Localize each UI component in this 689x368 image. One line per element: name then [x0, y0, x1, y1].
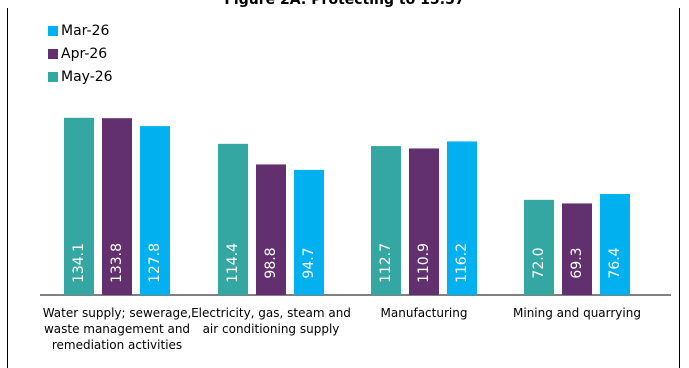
legend-label: Apr-26	[61, 46, 107, 62]
bar-May-26-1	[218, 143, 248, 295]
data-label: 133.8	[109, 243, 125, 283]
bar-May-26-2	[371, 146, 401, 295]
category-label: air conditioning supply	[203, 322, 340, 336]
legend-swatch	[48, 72, 58, 82]
bar-Mar-26-1	[294, 169, 324, 295]
chart-frame	[7, 8, 680, 368]
bar-Mar-26-3	[600, 194, 630, 295]
bar-Mar-26-2	[447, 141, 477, 295]
data-label: 112.7	[378, 243, 394, 283]
category-label: Mining and quarrying	[513, 306, 641, 320]
bar-May-26-0	[64, 117, 94, 296]
category-label: remediation activities	[52, 338, 182, 352]
category-label: Manufacturing	[381, 306, 468, 320]
data-label: 134.1	[71, 243, 87, 283]
data-label: 94.7	[301, 247, 317, 278]
bar-Apr-26-3	[562, 203, 592, 295]
data-label: 76.4	[607, 247, 623, 278]
data-label: 110.9	[416, 243, 432, 283]
data-label: 127.8	[147, 243, 163, 283]
legend-swatch	[48, 49, 58, 59]
category-label: Electricity, gas, steam and	[191, 306, 351, 320]
bar-Mar-26-0	[140, 126, 170, 295]
chart-title: Figure 2A: Protecting to 15:57	[224, 0, 465, 8]
category-label: waste management and	[44, 322, 190, 336]
bar-Apr-26-2	[409, 148, 439, 295]
legend-label: Mar-26	[61, 23, 109, 39]
category-label: Water supply; sewerage,	[43, 306, 192, 320]
bar-Apr-26-0	[102, 118, 132, 295]
legend-swatch	[48, 26, 58, 36]
bar-Apr-26-1	[256, 164, 286, 295]
data-label: 116.2	[454, 243, 470, 283]
legend-label: May-26	[61, 69, 113, 85]
bar-May-26-3	[524, 199, 554, 295]
data-label: 114.4	[225, 243, 241, 283]
data-label: 98.8	[263, 247, 279, 278]
data-label: 69.3	[569, 247, 585, 278]
data-label: 72.0	[531, 247, 547, 278]
